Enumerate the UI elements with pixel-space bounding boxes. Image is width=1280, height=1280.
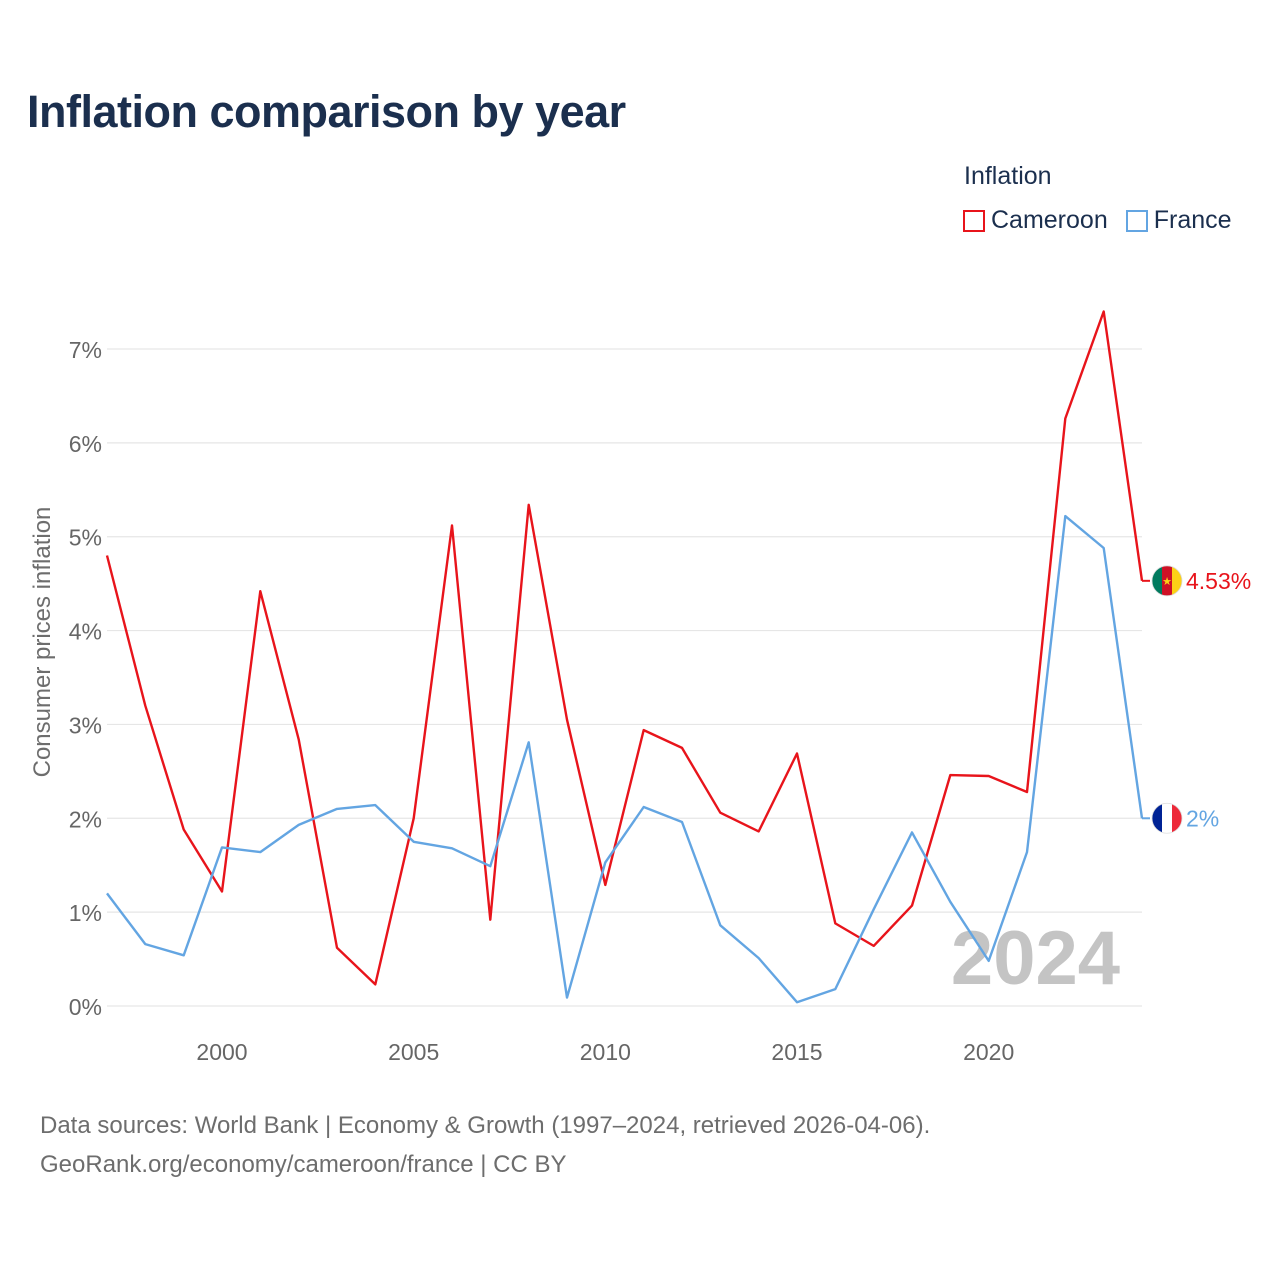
- x-tick-label: 2010: [580, 1039, 631, 1065]
- y-tick-label: 2%: [69, 806, 102, 832]
- end-label-cameroon: 4.53%: [1186, 568, 1251, 594]
- flag-ring: [1151, 802, 1183, 834]
- flag-ring: [1151, 565, 1183, 597]
- x-tick-label: 2015: [771, 1039, 822, 1065]
- svg-text:★: ★: [1162, 576, 1172, 588]
- year-watermark: 2024: [951, 916, 1120, 1001]
- x-tick-label: 2000: [196, 1039, 247, 1065]
- y-tick-label: 6%: [69, 431, 102, 457]
- legend-swatch-france: [1125, 209, 1148, 232]
- x-tick-label: 2005: [388, 1039, 439, 1065]
- legend-item-cameroon[interactable]: Cameroon: [963, 206, 1108, 235]
- y-tick-label: 3%: [69, 712, 102, 738]
- footer: Data sources: World Bank | Economy & Gro…: [40, 1106, 930, 1184]
- y-tick-label: 5%: [69, 525, 102, 551]
- chart-title: Inflation comparison by year: [27, 86, 626, 137]
- attribution-text: GeoRank.org/economy/cameroon/france | CC…: [40, 1151, 567, 1178]
- x-tick-label: 2020: [963, 1039, 1014, 1065]
- legend: Cameroon France: [963, 206, 1250, 235]
- y-tick-label: 4%: [69, 619, 102, 645]
- y-axis-label: Consumer prices inflation: [29, 507, 56, 778]
- y-tick-label: 1%: [69, 900, 102, 926]
- y-tick-label: 7%: [69, 337, 102, 363]
- legend-label-france: France: [1153, 206, 1232, 234]
- y-tick-label: 0%: [69, 994, 102, 1020]
- legend-label-cameroon: Cameroon: [991, 206, 1108, 234]
- data-source-text: Data sources: World Bank | Economy & Gro…: [40, 1112, 931, 1139]
- legend-item-france[interactable]: France: [1125, 206, 1232, 235]
- series-line-cameroon: [105, 310, 1144, 986]
- france-flag-icon: [1152, 803, 1182, 834]
- end-label-france: 2%: [1186, 805, 1219, 831]
- cameroon-flag-icon: ★: [1152, 565, 1182, 596]
- line-chart: 0% 1% 2% 3% 4% 5% 6% 7% 2000 2005 2010 2015 2020 Cons…: [29, 310, 1251, 1065]
- legend-heading: Inflation: [964, 162, 1052, 190]
- legend-swatch-cameroon: [963, 209, 985, 232]
- series-line-france: [106, 514, 1144, 1004]
